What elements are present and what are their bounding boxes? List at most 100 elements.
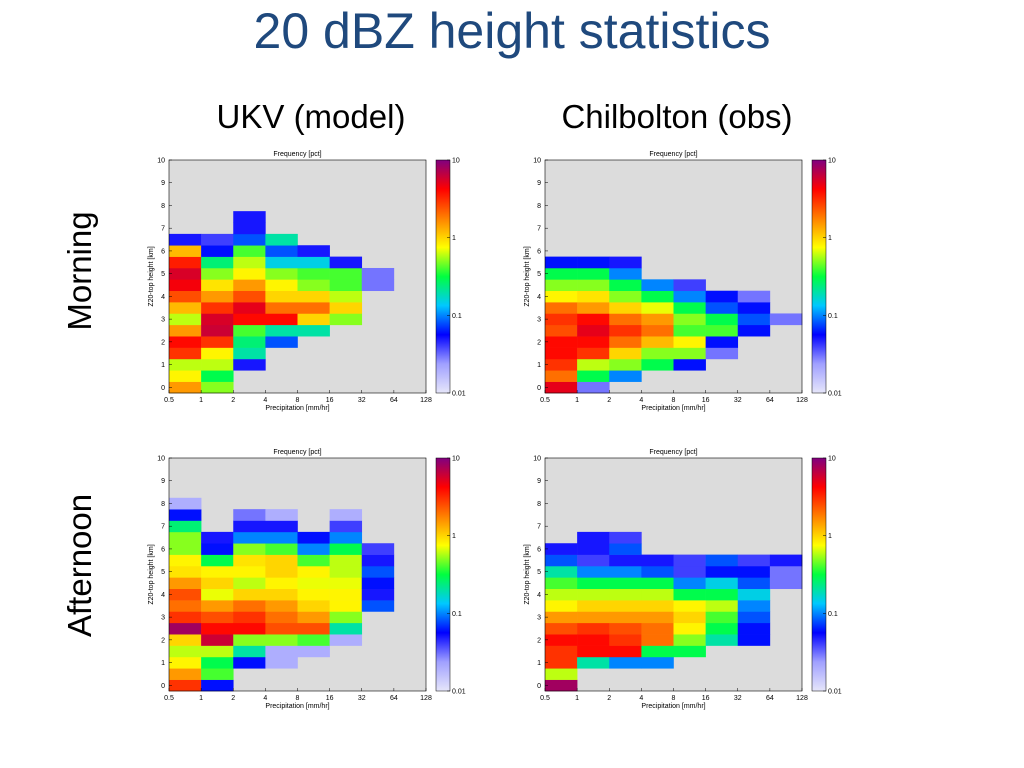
x-tick-label: 32 — [358, 397, 366, 404]
heatmap-cell — [673, 577, 706, 590]
heatmap-cell — [169, 656, 202, 669]
heatmap-cell — [233, 622, 266, 635]
heatmap-cell — [705, 313, 739, 326]
heatmap-cell — [265, 290, 298, 303]
heatmap-cell — [577, 336, 610, 348]
heatmap-cell — [705, 554, 739, 567]
colorbar-tick-label: 1 — [452, 533, 456, 540]
colorbar-tick-label: 0.1 — [452, 313, 462, 320]
heatmap-cell — [201, 336, 234, 348]
heatmap-cell — [577, 279, 610, 292]
heatmap-cell — [361, 577, 395, 590]
y-tick-label: 8 — [537, 501, 541, 508]
y-tick-label: 5 — [161, 569, 165, 576]
heatmap-cell — [201, 245, 234, 257]
heatmap-cell — [297, 588, 330, 601]
heatmap-cell — [169, 634, 202, 646]
heatmap-cell — [201, 543, 234, 555]
heatmap-cell — [329, 256, 363, 269]
heatmap-cell — [265, 554, 298, 567]
heatmap-cell — [233, 634, 266, 646]
heatmap-cell — [233, 358, 266, 371]
heatmap-cell — [673, 324, 706, 337]
heatmap-cell — [329, 565, 363, 578]
heatmap-cell — [297, 622, 330, 635]
heatmap-cell — [329, 611, 363, 624]
heatmap-cell — [705, 336, 739, 348]
x-tick-label: 0.5 — [164, 397, 174, 404]
heatmap-cell — [673, 634, 706, 646]
heatmap-cell — [609, 565, 642, 578]
heatmap-cell — [609, 588, 642, 601]
heatmap-cell — [329, 577, 363, 590]
heatmap-cell — [233, 554, 266, 567]
chart-title: Frequency [pct] — [273, 449, 321, 456]
x-tick-label: 128 — [420, 695, 432, 702]
heatmap-cell — [705, 302, 739, 314]
x-tick-label: 4 — [263, 397, 267, 404]
heatmap-cell — [201, 565, 234, 578]
heatmap-cell — [265, 656, 298, 669]
x-tick-label: 32 — [358, 695, 366, 702]
heatmap-cell — [233, 611, 266, 624]
heatmap-cell — [361, 554, 395, 567]
heatmap-cell — [609, 290, 642, 303]
heatmap-cell — [233, 313, 266, 326]
heatmap-cell — [169, 531, 202, 544]
heatmap-cell — [545, 577, 578, 590]
heatmap-cell — [737, 554, 771, 567]
heatmap-cell — [329, 290, 363, 303]
heatmap-cell — [673, 279, 706, 292]
y-tick-label: 6 — [537, 248, 541, 255]
heatmap-cell — [297, 577, 330, 590]
heatmap-cell — [769, 554, 803, 567]
heatmap-cell — [545, 565, 578, 578]
colorbar — [435, 159, 451, 394]
heatmap-cell — [609, 267, 642, 280]
y-tick-label: 4 — [161, 294, 165, 301]
heatmap-cell — [673, 622, 706, 635]
y-tick-label: 1 — [161, 660, 165, 667]
heatmap-cell — [233, 347, 266, 360]
y-tick-label: 0 — [161, 683, 165, 690]
x-tick-label: 8 — [672, 695, 676, 702]
heatmap-cell — [705, 324, 739, 337]
heatmap-cell — [329, 600, 363, 612]
heatmap-cell — [201, 577, 234, 590]
x-tick-label: 0.5 — [540, 397, 550, 404]
y-tick-label: 6 — [161, 248, 165, 255]
heatmap-cell — [297, 531, 330, 544]
heatmap-cell — [297, 313, 330, 326]
heatmap-cell — [577, 256, 610, 269]
x-tick-label: 0.5 — [540, 695, 550, 702]
heatmap-cell — [769, 313, 803, 326]
heatmap-cell — [265, 565, 298, 578]
heatmap-cell — [641, 600, 674, 612]
heatmap-cell — [609, 256, 642, 269]
heatmap-cell — [169, 622, 202, 635]
heatmap-cell — [297, 245, 330, 257]
heatmap-cell — [577, 543, 610, 555]
colorbar-tick-label: 0.1 — [828, 313, 838, 320]
heatmap-cell — [577, 600, 610, 612]
heatmap-cell — [201, 358, 234, 371]
y-tick-label: 1 — [537, 660, 541, 667]
heatmap-cell — [233, 588, 266, 601]
heatmap-cell — [201, 302, 234, 314]
heatmap-cell — [233, 290, 266, 303]
heatmap-cell — [169, 347, 202, 360]
heatmap-cell — [329, 313, 363, 326]
heatmap-cell — [201, 622, 234, 635]
heatmap-cell — [169, 279, 202, 292]
y-tick-label: 7 — [537, 524, 541, 531]
heatmap-ukv-afternoon: Frequency [pct]0.5 1 2 4 8 16 32 64 128Precipita… — [148, 449, 466, 710]
heatmap-cell — [577, 588, 610, 601]
heatmap-cell — [577, 324, 610, 337]
heatmap-cell — [673, 290, 706, 303]
y-tick-label: 5 — [537, 569, 541, 576]
column-header-model: UKV (model) — [216, 98, 406, 135]
y-tick-label: 7 — [161, 226, 165, 233]
heatmap-cell — [265, 520, 298, 533]
heatmap-cell — [169, 381, 202, 394]
heatmap-cell — [361, 600, 395, 612]
